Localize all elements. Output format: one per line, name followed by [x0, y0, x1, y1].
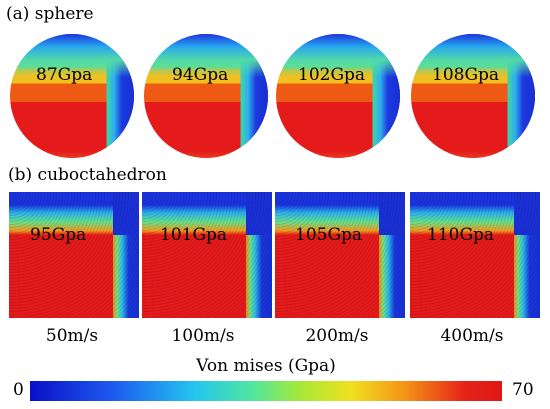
cuboctahedron-snapshot-4 [410, 192, 540, 318]
colorbar-max-label: 70 [512, 380, 534, 400]
sphere-pressure-4: 108Gpa [432, 65, 500, 85]
velocity-label-4: 400m/s [440, 326, 504, 346]
cuboctahedron-snapshot-1 [9, 192, 139, 318]
sphere-pressure-1: 87Gpa [36, 65, 93, 85]
colorbar-min-label: 0 [13, 380, 24, 400]
velocity-label-1: 50m/s [45, 326, 99, 346]
sphere-pressure-3: 102Gpa [298, 65, 366, 85]
cuboctahedron-pressure-3: 105Gpa [295, 225, 363, 245]
panel-a-label: (a) sphere [6, 4, 94, 24]
colorbar [30, 381, 502, 401]
sphere-snapshot-3 [276, 34, 400, 158]
cuboctahedron-pressure-2: 101Gpa [160, 225, 228, 245]
sphere-snapshot-4 [411, 34, 535, 158]
colorbar-title: Von mises (Gpa) [196, 356, 336, 376]
cuboctahedron-snapshot-3 [275, 192, 405, 318]
sphere-snapshot-2 [144, 34, 268, 158]
velocity-label-3: 200m/s [305, 326, 369, 346]
panel-b-label: (b) cuboctahedron [8, 165, 167, 185]
sphere-pressure-2: 94Gpa [172, 65, 229, 85]
sphere-snapshot-1 [10, 34, 134, 158]
velocity-label-2: 100m/s [171, 326, 235, 346]
cuboctahedron-pressure-1: 95Gpa [30, 225, 87, 245]
cuboctahedron-pressure-4: 110Gpa [427, 225, 495, 245]
cuboctahedron-snapshot-2 [142, 192, 272, 318]
